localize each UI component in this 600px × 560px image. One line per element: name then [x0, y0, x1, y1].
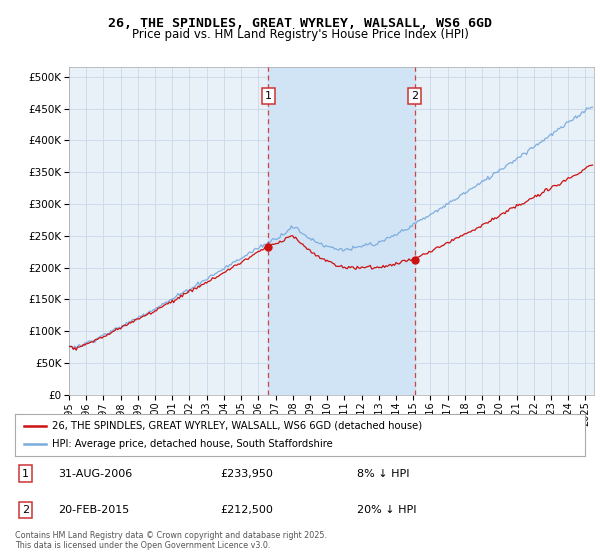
Text: Price paid vs. HM Land Registry's House Price Index (HPI): Price paid vs. HM Land Registry's House …	[131, 28, 469, 41]
Text: Contains HM Land Registry data © Crown copyright and database right 2025.
This d: Contains HM Land Registry data © Crown c…	[15, 531, 327, 550]
Text: £212,500: £212,500	[220, 505, 273, 515]
Text: £233,950: £233,950	[220, 469, 273, 479]
Text: 26, THE SPINDLES, GREAT WYRLEY, WALSALL, WS6 6GD: 26, THE SPINDLES, GREAT WYRLEY, WALSALL,…	[108, 17, 492, 30]
Text: 2: 2	[22, 505, 29, 515]
Text: 2: 2	[411, 91, 418, 101]
Bar	[268, 67, 415, 395]
Text: HPI: Average price, detached house, South Staffordshire: HPI: Average price, detached house, Sout…	[52, 440, 333, 450]
Text: 1: 1	[22, 469, 29, 479]
Text: 8% ↓ HPI: 8% ↓ HPI	[357, 469, 409, 479]
Text: 1: 1	[265, 91, 272, 101]
Text: 20% ↓ HPI: 20% ↓ HPI	[357, 505, 416, 515]
Text: 31-AUG-2006: 31-AUG-2006	[58, 469, 132, 479]
Text: 20-FEB-2015: 20-FEB-2015	[58, 505, 129, 515]
Text: 26, THE SPINDLES, GREAT WYRLEY, WALSALL, WS6 6GD (detached house): 26, THE SPINDLES, GREAT WYRLEY, WALSALL,…	[52, 421, 422, 431]
